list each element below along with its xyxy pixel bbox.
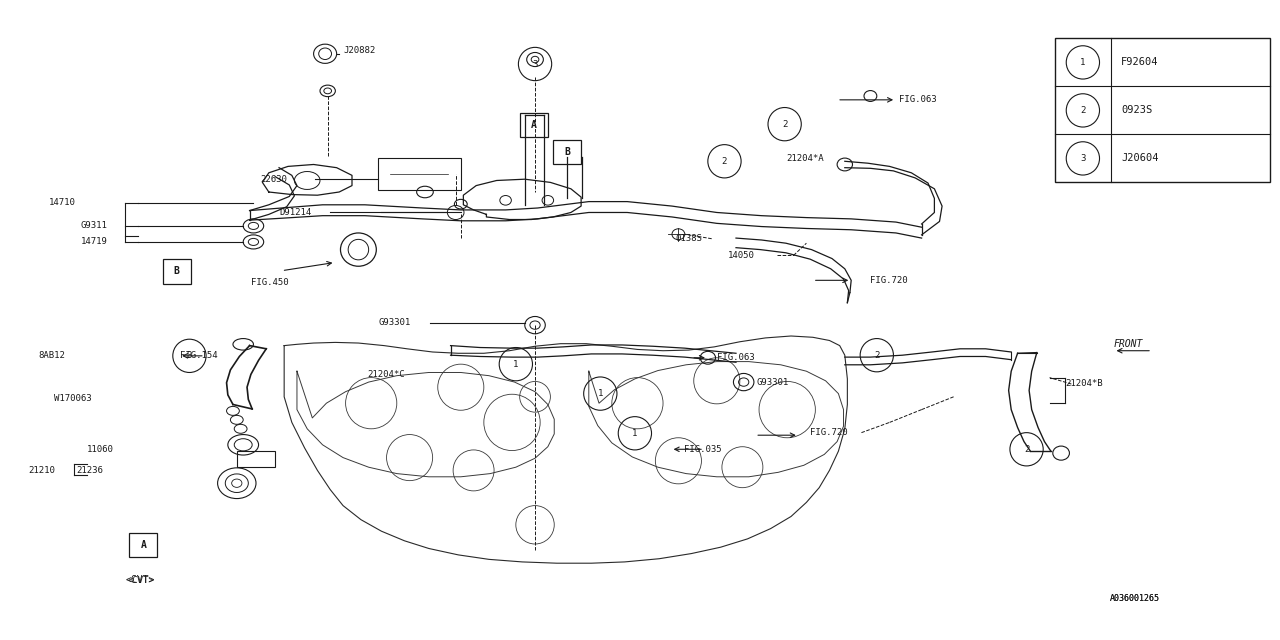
Text: 14050: 14050 — [728, 251, 755, 260]
Text: 1: 1 — [1080, 58, 1085, 67]
Text: B: B — [564, 147, 570, 157]
Text: FIG.154: FIG.154 — [180, 351, 218, 360]
Text: FIG.720: FIG.720 — [810, 428, 847, 437]
Bar — [378, 158, 461, 190]
Text: FIG.063: FIG.063 — [899, 95, 936, 104]
Text: J20604: J20604 — [1121, 154, 1158, 163]
Text: 22630: 22630 — [260, 175, 287, 184]
Text: FIG.720: FIG.720 — [870, 276, 908, 285]
Text: G9311: G9311 — [81, 221, 108, 230]
Text: <CVT>: <CVT> — [127, 575, 155, 586]
Text: A: A — [531, 120, 536, 130]
Text: 8AB12: 8AB12 — [38, 351, 65, 360]
Text: 21204*C: 21204*C — [367, 370, 404, 379]
Text: 2: 2 — [1024, 445, 1029, 454]
Text: 14710: 14710 — [49, 198, 76, 207]
Text: G93301: G93301 — [379, 318, 411, 327]
Text: 21236: 21236 — [77, 466, 104, 475]
Text: 21204*A: 21204*A — [786, 154, 823, 163]
Text: 21204*B: 21204*B — [1065, 380, 1102, 388]
Text: 21210: 21210 — [28, 466, 55, 475]
Text: 1: 1 — [632, 429, 637, 438]
Text: 2: 2 — [1080, 106, 1085, 115]
Text: FIG.035: FIG.035 — [684, 445, 721, 454]
Text: 0923S: 0923S — [1121, 106, 1152, 115]
Text: A036001265: A036001265 — [1110, 594, 1160, 603]
Text: G93301: G93301 — [756, 378, 788, 387]
Text: FIG.063: FIG.063 — [717, 353, 754, 362]
Bar — [163, 259, 191, 284]
Text: 2: 2 — [874, 351, 879, 360]
Bar — [129, 533, 157, 557]
Text: 14719: 14719 — [81, 237, 108, 246]
Text: FIG.450: FIG.450 — [251, 278, 288, 287]
Text: 1: 1 — [598, 389, 603, 398]
Text: D91214: D91214 — [279, 208, 311, 217]
Text: <CVT>: <CVT> — [128, 576, 154, 585]
Text: F92604: F92604 — [1121, 58, 1158, 67]
Text: A036001265: A036001265 — [1110, 594, 1160, 603]
Bar — [1055, 38, 1270, 182]
Bar — [520, 113, 548, 137]
Text: B: B — [174, 266, 179, 276]
Text: A: A — [141, 540, 146, 550]
Text: 11060: 11060 — [87, 445, 114, 454]
Text: 3: 3 — [532, 60, 538, 68]
Bar — [237, 451, 275, 467]
Text: FRONT: FRONT — [1114, 339, 1143, 349]
Text: 3: 3 — [1080, 154, 1085, 163]
Text: 2: 2 — [722, 157, 727, 166]
Text: W170063: W170063 — [54, 394, 91, 403]
Text: J20882: J20882 — [343, 46, 375, 55]
Bar — [553, 140, 581, 164]
Text: 3: 3 — [187, 351, 192, 360]
Text: 1: 1 — [513, 360, 518, 369]
Text: 2: 2 — [782, 120, 787, 129]
Text: 0138S: 0138S — [676, 234, 703, 243]
